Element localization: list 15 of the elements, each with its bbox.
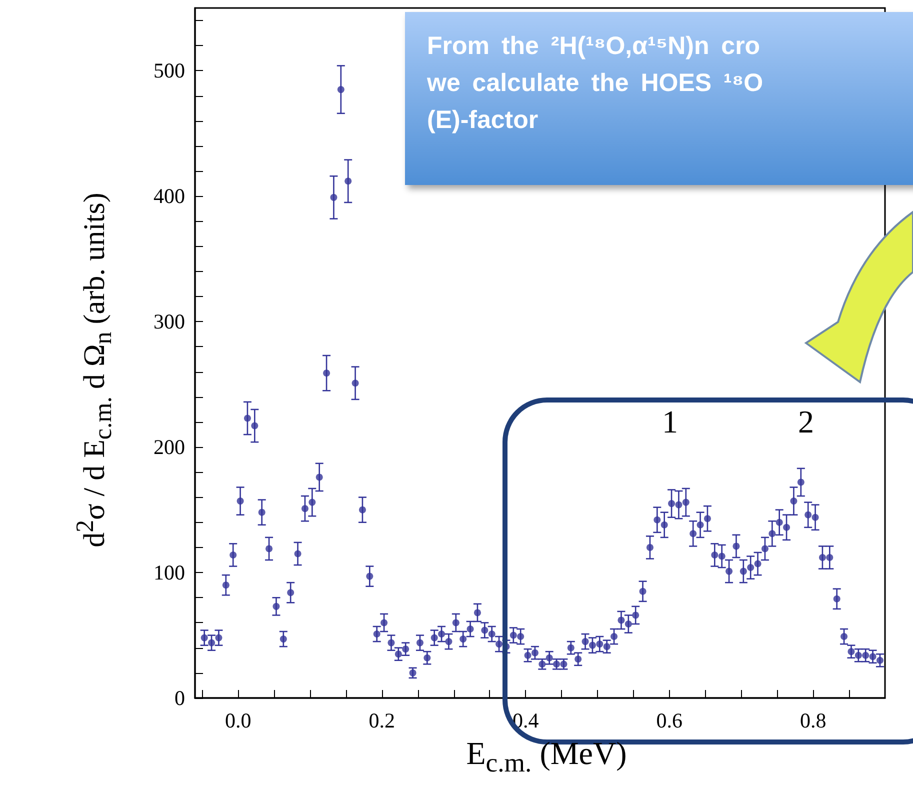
- callout-box: From the ²H(¹⁸O,α¹⁵N)n cro we calculate the HOES ¹⁸O (E)-factor: [405, 12, 913, 185]
- y-tick-label: 300: [154, 310, 185, 334]
- annotation: 2: [798, 404, 814, 440]
- x-tick-label: 0.2: [368, 708, 395, 732]
- annotation: 1: [662, 404, 678, 440]
- x-tick-label: 0.6: [656, 708, 682, 732]
- y-tick-label: 400: [154, 184, 185, 208]
- annotation: From the ²H(¹⁸O,α¹⁵N)n cro we calculate the HOES ¹⁸O (E)-factor: [427, 31, 764, 136]
- y-tick-label: 100: [154, 560, 185, 585]
- x-tick-label: 0.0: [225, 708, 252, 732]
- y-tick-label: 200: [154, 435, 185, 460]
- y-tick-label: 0: [174, 686, 185, 710]
- y-tick-label: 500: [154, 58, 185, 83]
- x-axis-title: E$_{c.m.}$ (MeV): [465, 735, 628, 778]
- x-tick-label: 0.8: [800, 708, 826, 732]
